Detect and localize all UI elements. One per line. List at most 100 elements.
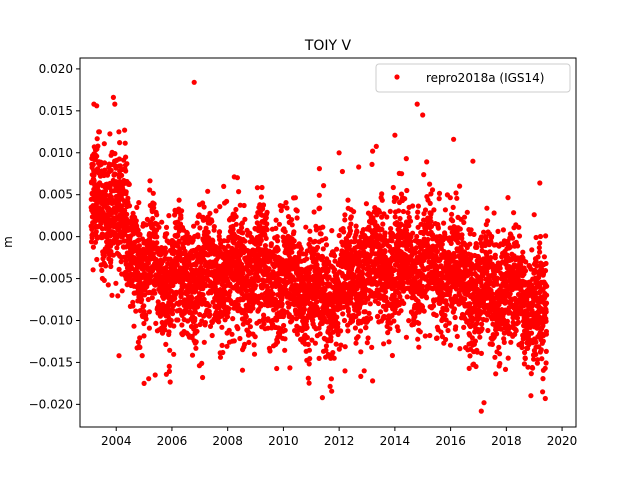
data-point (487, 249, 493, 255)
data-point (357, 328, 364, 334)
data-point (471, 231, 477, 237)
data-point (441, 220, 447, 226)
data-point (358, 349, 364, 355)
data-point (478, 350, 484, 356)
data-point (373, 143, 379, 149)
data-point (126, 203, 133, 209)
data-point (327, 383, 333, 389)
data-point (341, 229, 347, 235)
data-point (264, 209, 270, 215)
data-point (391, 318, 397, 324)
data-point (310, 317, 316, 323)
data-point (225, 310, 231, 316)
data-point (336, 346, 342, 352)
data-point (493, 371, 499, 377)
data-point (89, 235, 95, 241)
data-point (318, 231, 324, 237)
data-point (468, 252, 474, 258)
data-point (436, 196, 442, 202)
data-point (189, 352, 196, 358)
data-point (283, 200, 289, 206)
data-point (322, 287, 328, 293)
data-point (364, 340, 370, 346)
data-point (151, 205, 157, 211)
data-point (427, 181, 433, 187)
data-point (495, 228, 501, 234)
data-point (176, 197, 182, 203)
data-point (492, 354, 498, 360)
data-point (336, 232, 342, 239)
data-point (216, 319, 222, 325)
data-point (233, 214, 239, 220)
data-point (278, 207, 284, 214)
data-point (474, 320, 480, 326)
data-point (491, 210, 497, 216)
data-point (444, 301, 450, 308)
data-point (306, 361, 312, 367)
data-point (457, 346, 463, 352)
data-point (309, 337, 315, 343)
data-point (119, 288, 125, 294)
data-point (147, 178, 153, 184)
data-point (425, 236, 431, 243)
data-point (294, 215, 300, 221)
data-point (206, 303, 212, 309)
data-point (108, 263, 114, 270)
data-point (348, 296, 354, 302)
data-point (381, 313, 387, 320)
data-point (136, 200, 142, 206)
data-point (383, 295, 389, 301)
data-point (184, 230, 190, 236)
data-point (428, 218, 434, 225)
data-point (274, 234, 280, 240)
data-point (461, 214, 468, 220)
data-point (162, 245, 168, 251)
data-point (221, 183, 227, 189)
data-point (239, 220, 245, 226)
data-point (466, 365, 472, 371)
data-point (179, 208, 185, 214)
data-point (289, 222, 295, 228)
data-point (421, 172, 427, 178)
data-point (90, 267, 96, 273)
data-point (156, 224, 162, 230)
data-point (314, 299, 320, 305)
data-point (479, 326, 485, 332)
data-point (110, 252, 116, 258)
data-point (274, 339, 281, 345)
data-point (171, 351, 177, 357)
data-point (434, 335, 440, 341)
data-point (101, 141, 107, 147)
data-point (516, 233, 523, 239)
data-point (331, 355, 337, 361)
data-point (314, 244, 321, 250)
data-point (462, 296, 468, 302)
data-point (218, 241, 224, 247)
data-point (485, 264, 492, 270)
data-point (134, 204, 140, 210)
data-point (332, 267, 338, 273)
data-point (193, 339, 199, 345)
data-point (275, 238, 281, 244)
data-point (389, 272, 395, 278)
data-point (209, 218, 215, 224)
data-point (247, 230, 253, 236)
data-point (407, 218, 414, 224)
data-point (497, 265, 503, 271)
data-point (507, 291, 513, 297)
data-point (515, 243, 521, 249)
data-point (487, 278, 493, 285)
data-point (259, 212, 265, 218)
data-point (167, 347, 173, 353)
data-point (137, 335, 143, 341)
data-point (175, 317, 181, 323)
data-point (320, 246, 326, 252)
data-point (195, 304, 201, 310)
data-point (340, 311, 346, 317)
data-point (415, 203, 421, 209)
data-point (205, 188, 211, 194)
data-point (116, 266, 122, 272)
data-point (261, 321, 267, 327)
data-point (330, 350, 336, 356)
data-point (473, 363, 479, 370)
